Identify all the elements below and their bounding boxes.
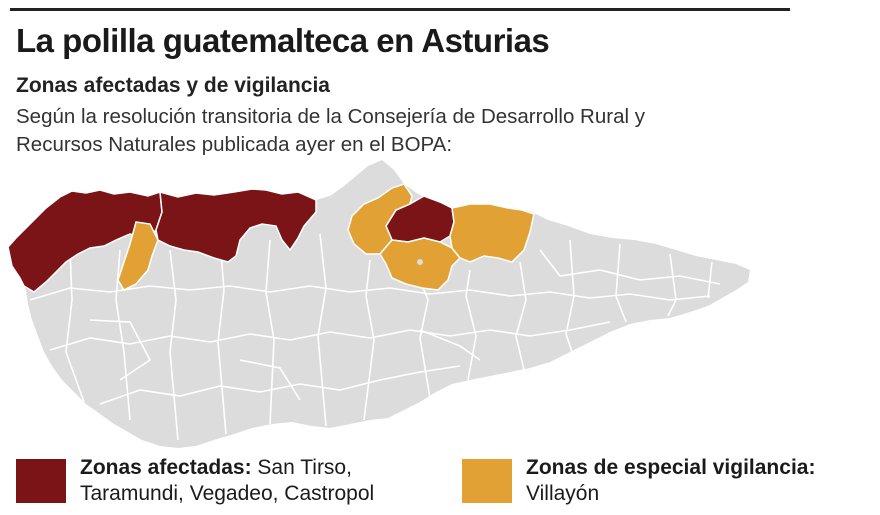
legend-vigilance-text: Villayón (526, 482, 600, 505)
vigilance-zone-east (449, 203, 535, 263)
vigilance-zone-north (347, 183, 413, 255)
legend-vigilance-label: Zonas de especial vigilancia: (526, 456, 816, 479)
vigilance-zone-west (117, 221, 159, 291)
top-rule (10, 8, 790, 11)
asturias-map (7, 160, 750, 448)
municipal-borders (29, 233, 721, 441)
legend-affected-label: Zonas afectadas: (80, 456, 252, 479)
affected-zone-center (155, 188, 317, 263)
legend-swatch-affected (16, 459, 66, 503)
legend-swatch-vigilance (462, 459, 512, 503)
page-description: Según la resolución transitoria de la Co… (16, 105, 645, 156)
affected-zones (7, 188, 455, 293)
enclave-dot (417, 259, 423, 265)
page-subtitle: Zonas afectadas y de vigilancia (16, 74, 330, 97)
vigilance-zones (117, 183, 535, 291)
page-title: La polilla guatemalteca en Asturias (16, 22, 550, 59)
